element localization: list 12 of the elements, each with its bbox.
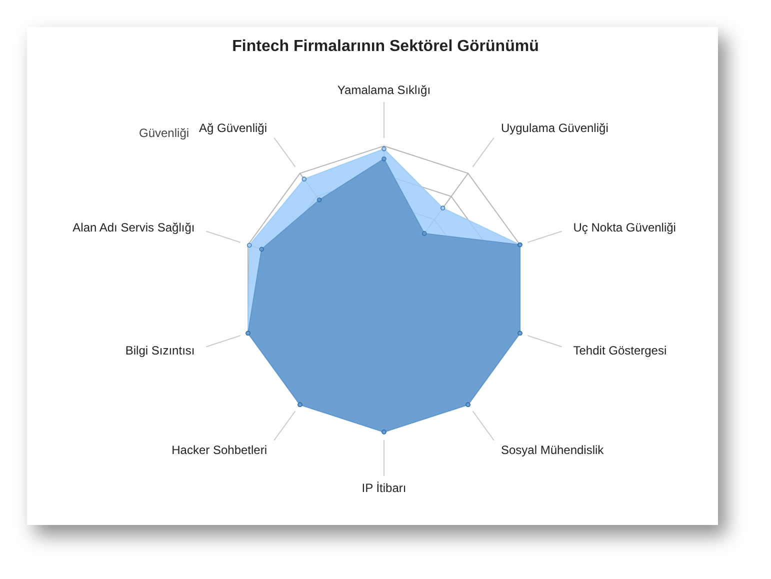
spoke-label: Uç Nokta Güvenliği [573,220,676,235]
chart-title: Fintech Firmalarının Sektörel Görünümü [231,38,540,56]
spoke-label: Ağ Güvenliği [198,121,268,136]
spoke-label: Yamalama Sıklığı [337,83,431,97]
spoke-label: Uygulama Güvenliği [500,121,608,136]
spoke-label: Alan Adı Servis Sağlığı [72,220,195,235]
spoke-label: IP İtibarı [362,481,406,495]
spoke-label: Sosyal Mühendislik [500,442,605,457]
spoke-label: Bilgi Sızıntısı [125,343,195,358]
spoke-label: Hacker Sohbetleri [172,442,268,457]
text: Güvenliği [139,126,190,140]
spoke-label: Tehdit Göstergesi [573,343,667,358]
